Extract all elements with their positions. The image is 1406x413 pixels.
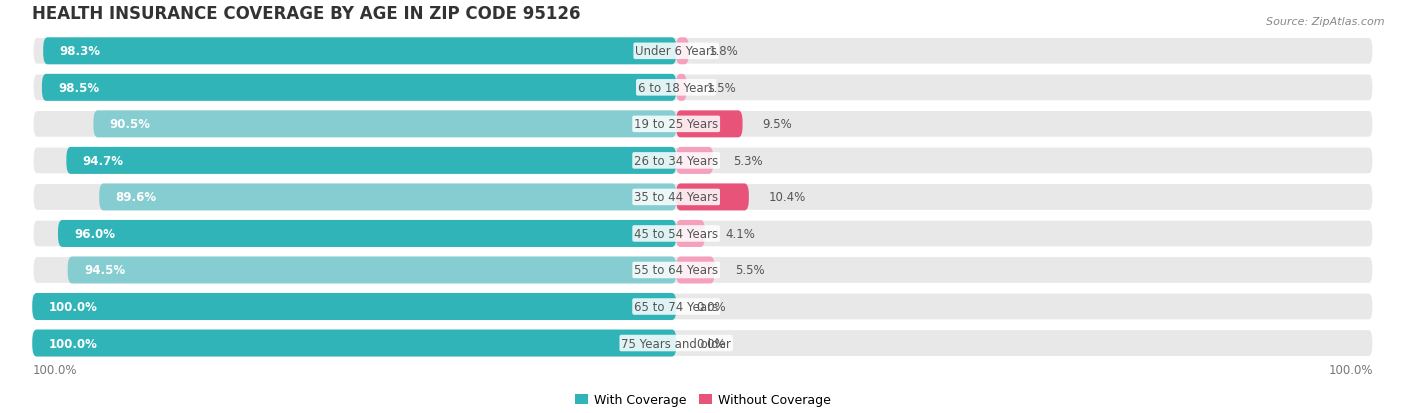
Text: HEALTH INSURANCE COVERAGE BY AGE IN ZIP CODE 95126: HEALTH INSURANCE COVERAGE BY AGE IN ZIP … [32, 5, 581, 23]
Text: 9.5%: 9.5% [762, 118, 793, 131]
Text: 65 to 74 Years: 65 to 74 Years [634, 300, 718, 313]
FancyBboxPatch shape [93, 111, 676, 138]
FancyBboxPatch shape [42, 75, 676, 102]
FancyBboxPatch shape [66, 147, 676, 174]
FancyBboxPatch shape [32, 74, 1374, 102]
Text: 100.0%: 100.0% [32, 363, 77, 376]
Legend: With Coverage, Without Coverage: With Coverage, Without Coverage [571, 388, 835, 411]
Text: 55 to 64 Years: 55 to 64 Years [634, 264, 718, 277]
FancyBboxPatch shape [32, 256, 1374, 285]
FancyBboxPatch shape [32, 110, 1374, 139]
Text: 94.5%: 94.5% [84, 264, 125, 277]
Text: 89.6%: 89.6% [115, 191, 156, 204]
Text: 5.3%: 5.3% [734, 154, 763, 168]
FancyBboxPatch shape [676, 257, 714, 284]
FancyBboxPatch shape [676, 147, 713, 174]
Text: 5.5%: 5.5% [735, 264, 765, 277]
FancyBboxPatch shape [44, 38, 676, 65]
Text: 98.3%: 98.3% [59, 45, 100, 58]
Text: 19 to 25 Years: 19 to 25 Years [634, 118, 718, 131]
FancyBboxPatch shape [676, 111, 742, 138]
Text: 26 to 34 Years: 26 to 34 Years [634, 154, 718, 168]
Text: Under 6 Years: Under 6 Years [636, 45, 717, 58]
FancyBboxPatch shape [58, 221, 676, 247]
Text: 0.0%: 0.0% [696, 300, 725, 313]
Text: 4.1%: 4.1% [725, 228, 755, 240]
Text: 45 to 54 Years: 45 to 54 Years [634, 228, 718, 240]
Text: 0.0%: 0.0% [696, 337, 725, 350]
FancyBboxPatch shape [32, 38, 1374, 66]
Text: 100.0%: 100.0% [48, 300, 97, 313]
FancyBboxPatch shape [676, 184, 749, 211]
FancyBboxPatch shape [32, 293, 676, 320]
FancyBboxPatch shape [32, 220, 1374, 248]
FancyBboxPatch shape [32, 292, 1374, 321]
FancyBboxPatch shape [32, 183, 1374, 211]
Text: Source: ZipAtlas.com: Source: ZipAtlas.com [1267, 17, 1385, 26]
FancyBboxPatch shape [32, 329, 1374, 357]
FancyBboxPatch shape [32, 330, 676, 357]
FancyBboxPatch shape [676, 221, 704, 247]
FancyBboxPatch shape [676, 38, 689, 65]
Text: 90.5%: 90.5% [110, 118, 150, 131]
Text: 94.7%: 94.7% [83, 154, 124, 168]
Text: 75 Years and older: 75 Years and older [621, 337, 731, 350]
FancyBboxPatch shape [676, 75, 686, 102]
FancyBboxPatch shape [32, 147, 1374, 175]
Text: 96.0%: 96.0% [75, 228, 115, 240]
Text: 35 to 44 Years: 35 to 44 Years [634, 191, 718, 204]
Text: 100.0%: 100.0% [1329, 363, 1374, 376]
Text: 6 to 18 Years: 6 to 18 Years [638, 82, 714, 95]
FancyBboxPatch shape [67, 257, 676, 284]
Text: 1.5%: 1.5% [707, 82, 737, 95]
FancyBboxPatch shape [100, 184, 676, 211]
Text: 100.0%: 100.0% [48, 337, 97, 350]
Text: 10.4%: 10.4% [769, 191, 806, 204]
Text: 98.5%: 98.5% [58, 82, 100, 95]
Text: 1.8%: 1.8% [709, 45, 738, 58]
